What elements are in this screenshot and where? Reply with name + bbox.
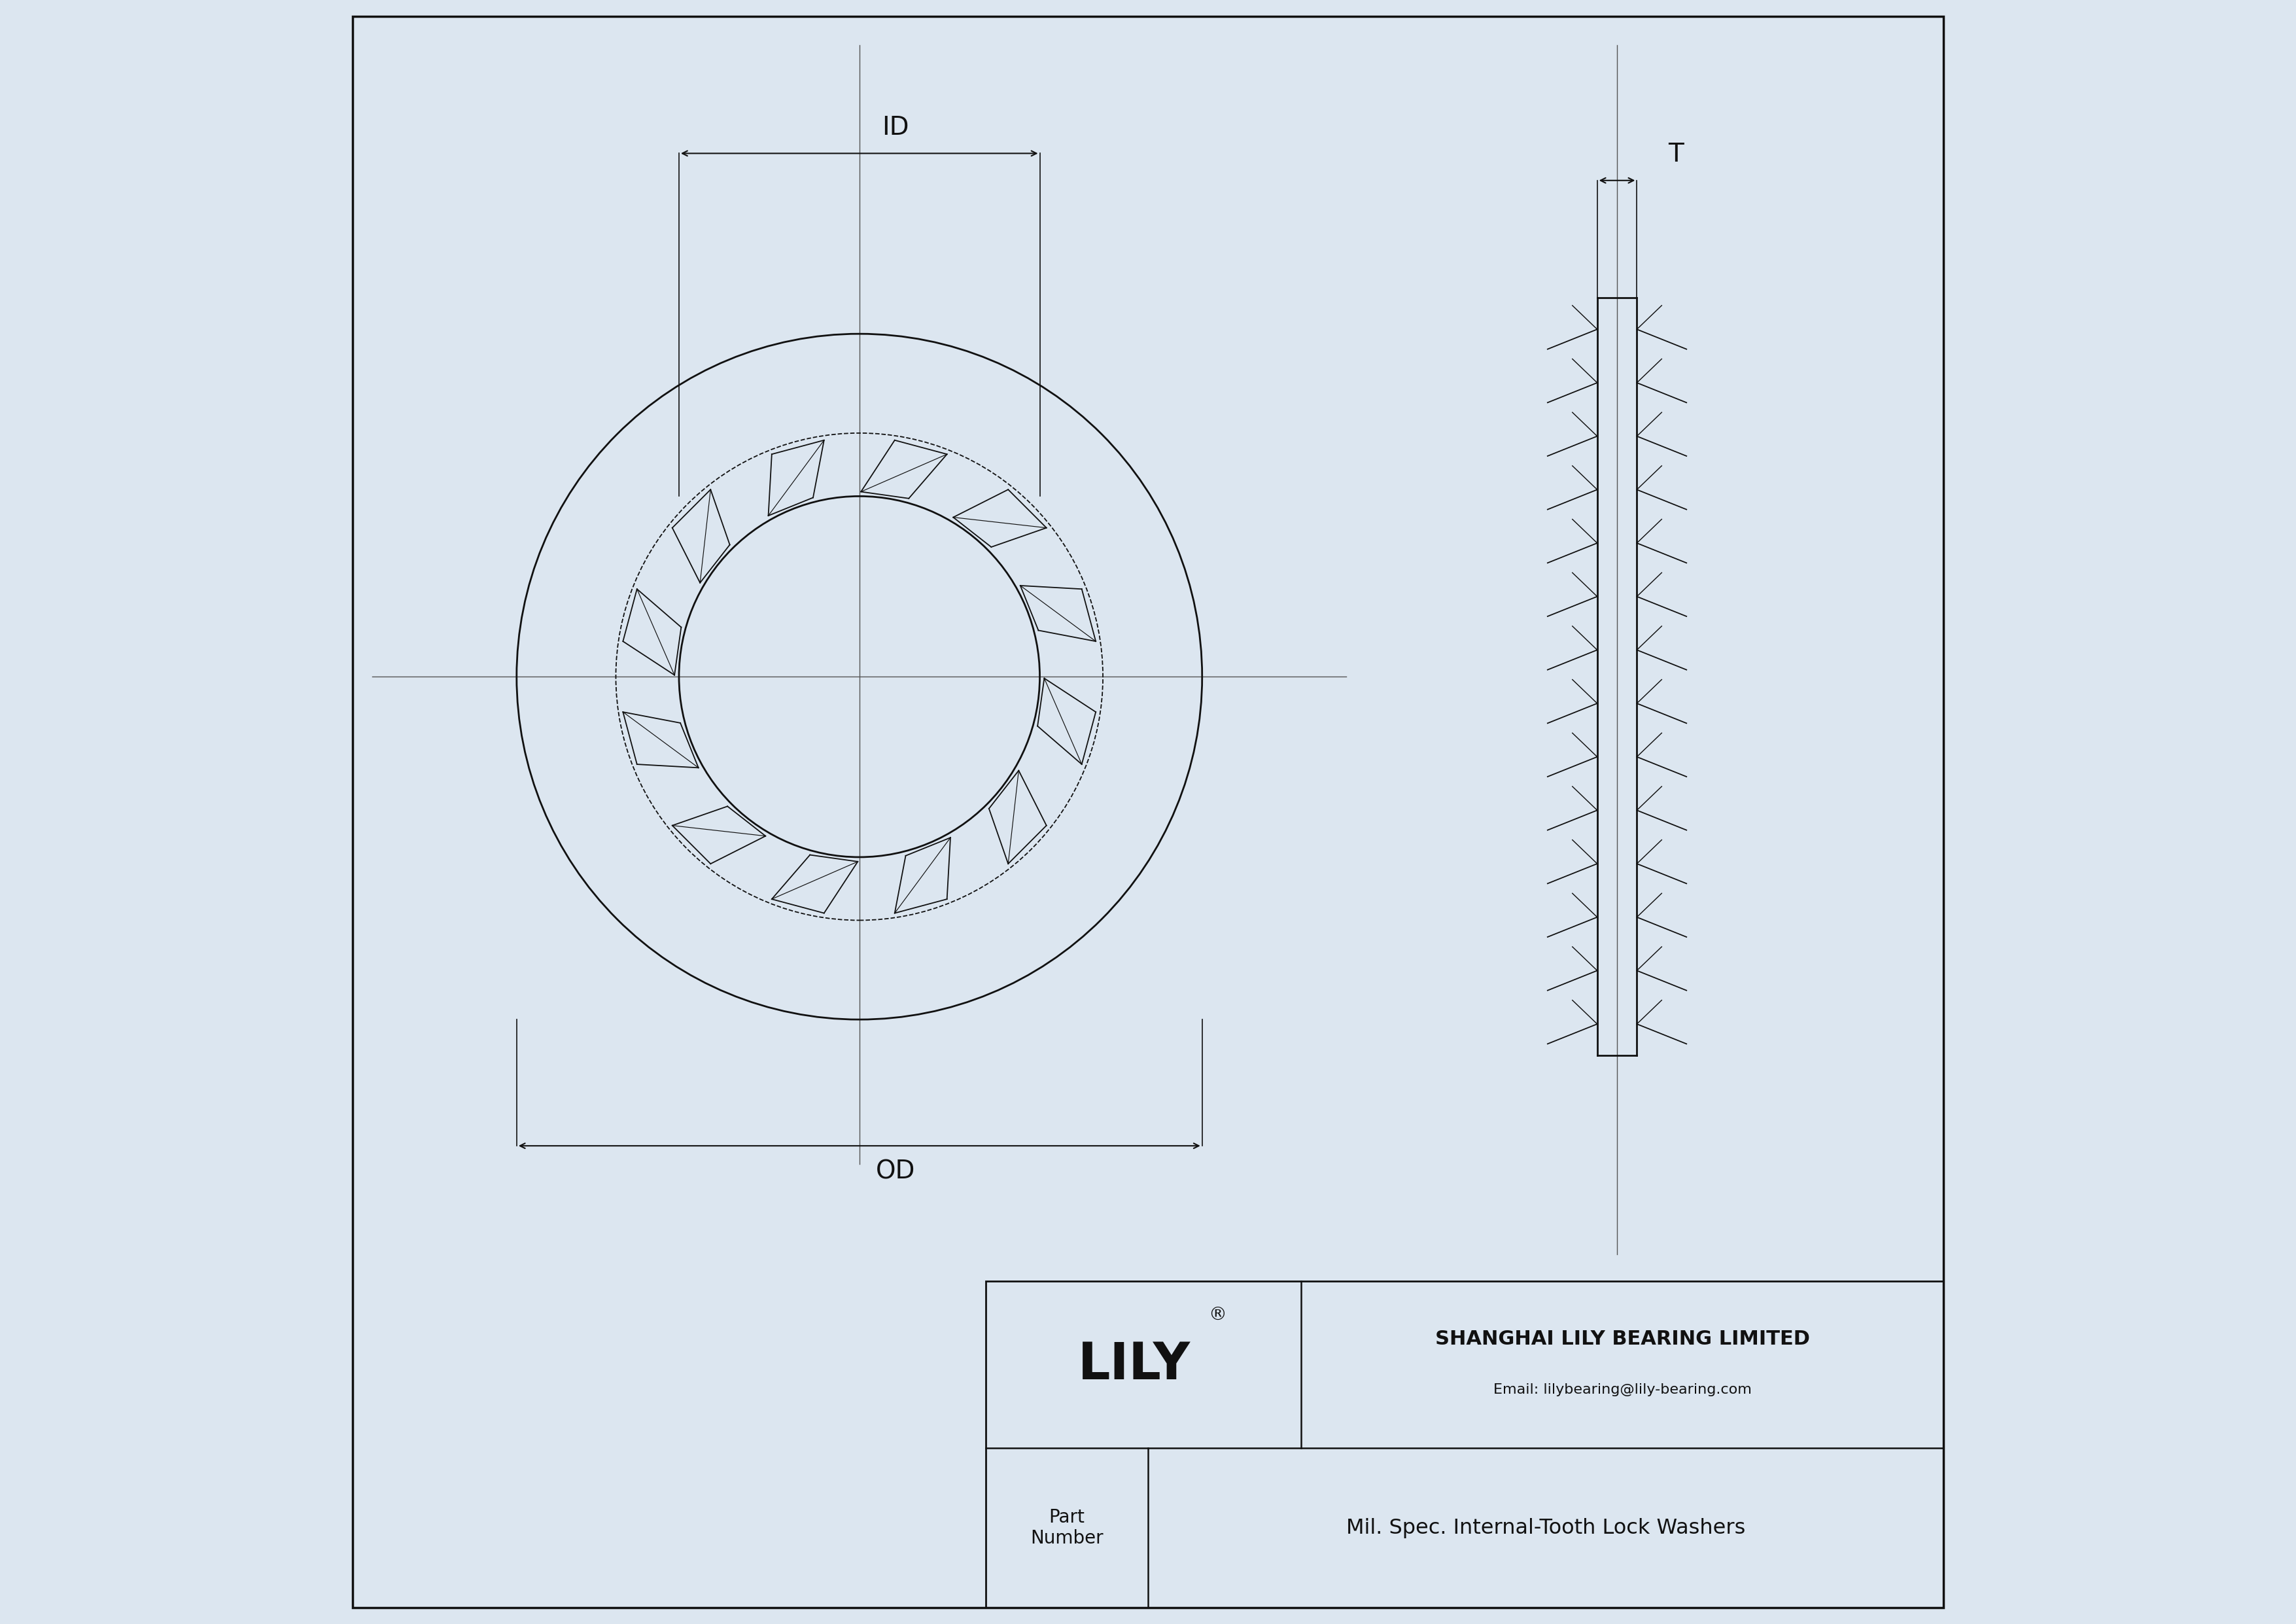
Text: LILY: LILY [1079,1340,1192,1390]
Text: Part
Number: Part Number [1031,1509,1104,1548]
Text: SHANGHAI LILY BEARING LIMITED: SHANGHAI LILY BEARING LIMITED [1435,1330,1809,1350]
Text: ID: ID [882,115,909,140]
Text: Mil. Spec. Internal-Tooth Lock Washers: Mil. Spec. Internal-Tooth Lock Washers [1345,1518,1745,1538]
Text: T: T [1667,141,1683,167]
Text: OD: OD [875,1160,916,1184]
Text: ®: ® [1208,1306,1226,1324]
Text: Email: lilybearing@lily-bearing.com: Email: lilybearing@lily-bearing.com [1492,1384,1752,1397]
